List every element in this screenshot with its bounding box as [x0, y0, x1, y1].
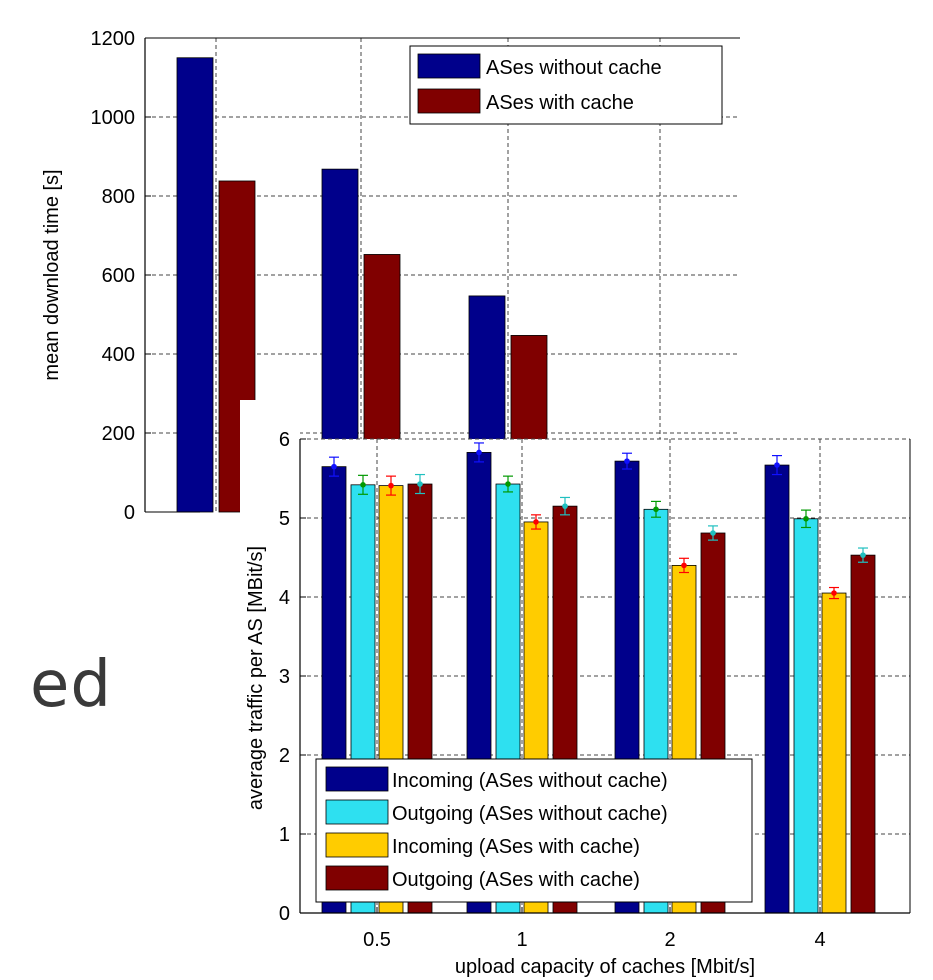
legend-swatch-2 [325, 832, 389, 858]
mean-marker-s1-c2 [653, 506, 659, 513]
bar-s2-c3 [821, 592, 847, 914]
mean-marker-s1-c3 [803, 515, 809, 522]
mean-marker-s3-c1 [562, 503, 568, 509]
legend-label-0: ASes without cache [486, 57, 662, 79]
mean-marker-s3-c0 [417, 481, 423, 487]
bar-s1-c3 [793, 518, 819, 914]
mean-marker-s1-c0 [360, 482, 366, 488]
mean-marker-s2-c2 [681, 562, 687, 569]
y-tick-label: 6 [279, 429, 290, 451]
legend-swatch-0 [417, 53, 481, 79]
mean-marker-s3-c3 [860, 552, 866, 558]
traffic-chart: 0 1 2 3 4 5 6 0.5 1 2 4 upload capacity of caches [… [240, 400, 920, 980]
bar-s0-c3 [764, 464, 790, 914]
legend-label-0: Incoming (ASes without cache) [392, 770, 668, 792]
mean-marker-s2-c3 [831, 590, 837, 596]
legend-label-1: Outgoing (ASes without cache) [392, 803, 668, 825]
legend-label-3: Outgoing (ASes with cache) [392, 869, 640, 891]
legend-label-2: Incoming (ASes with cache) [392, 836, 640, 858]
bar-s3-c3 [850, 554, 876, 914]
legend-swatch-0 [325, 766, 389, 792]
partial-overlay-text: ed [30, 648, 112, 722]
y-tick-label: 1200 [91, 28, 136, 50]
legend-swatch-1 [417, 88, 481, 114]
legend-swatch-3 [325, 865, 389, 891]
y-axis-label: mean download time [s] [41, 169, 63, 380]
x-tick-label: 1 [516, 929, 527, 951]
y-tick-label: 1 [279, 824, 290, 846]
y-tick-label: 2 [279, 745, 290, 767]
y-tick-label: 400 [102, 344, 135, 366]
mean-marker-s0-c1 [476, 449, 482, 456]
legend-label-1: ASes with cache [486, 92, 634, 114]
x-tick-label: 2 [664, 929, 675, 951]
legend-swatch-1 [325, 799, 389, 825]
mean-marker-s2-c0 [388, 482, 394, 489]
mean-marker-s0-c3 [774, 462, 780, 468]
mean-marker-s3-c2 [710, 530, 716, 536]
x-tick-label: 4 [814, 929, 825, 951]
y-tick-label: 0 [124, 502, 135, 524]
y-tick-label: 5 [279, 508, 290, 530]
x-axis-label: upload capacity of caches [Mbit/s] [455, 956, 755, 978]
y-tick-label: 600 [102, 265, 135, 287]
y-tick-label: 0 [279, 903, 290, 925]
y-tick-label: 800 [102, 186, 135, 208]
mean-marker-s1-c1 [505, 481, 511, 487]
mean-marker-s0-c0 [331, 463, 337, 470]
mean-marker-s0-c2 [624, 458, 630, 464]
bottom-margin-panel [240, 913, 920, 980]
y-tick-label: 1000 [91, 107, 136, 129]
mean-marker-s2-c1 [533, 519, 539, 525]
y-tick-label: 3 [279, 666, 290, 688]
x-tick-label: 0.5 [363, 929, 391, 951]
legend-box [315, 758, 753, 903]
y-tick-label: 4 [279, 587, 290, 609]
bar-without-cache-0 [176, 57, 214, 513]
y-tick-label: 200 [102, 423, 135, 445]
left-margin-panel [240, 400, 300, 960]
y-axis-label: average traffic per AS [MBit/s] [245, 546, 267, 810]
